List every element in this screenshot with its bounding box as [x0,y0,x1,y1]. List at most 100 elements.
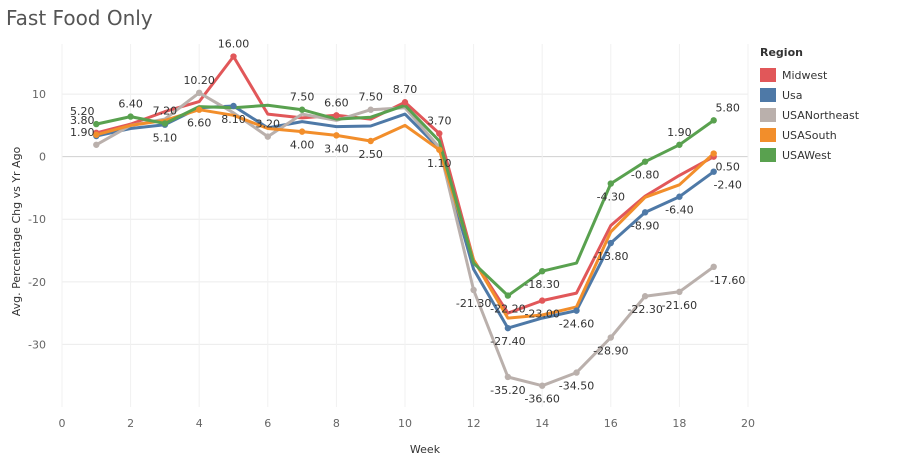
y-tick: 10 [32,88,46,101]
x-tick: 6 [264,417,271,430]
data-label-midwest: 3.70 [427,114,452,127]
data-label-usawest: -0.80 [631,169,659,182]
data-point-usa [504,324,512,332]
legend-item-usawest[interactable]: USAWest [760,145,859,165]
data-point-usasouth [333,132,340,139]
y-axis-title: Avg. Percentage Chg vs Yr Ago [10,146,23,316]
data-point-usawest [504,292,512,299]
legend-items: Midwest Usa USANortheast USASouth USAWest [760,65,859,165]
legend-swatch [760,68,776,82]
data-label-usanortheast: -28.90 [593,345,628,358]
y-tick: -20 [28,276,46,289]
y-tick-label: -30 [28,338,46,351]
data-label-usanortheast: 3.20 [256,118,281,131]
data-label-usanortheast: -21.30 [456,297,491,310]
data-label-usasouth: 6.60 [187,117,212,130]
data-label-usawest: 6.40 [118,98,143,111]
data-label-midwest: 3.80 [70,114,95,127]
data-point-usawest [710,117,717,124]
data-point-usanortheast [504,373,512,381]
data-point-usanortheast [607,334,614,341]
data-point-usa [230,102,237,110]
y-tick-label: -20 [28,276,46,289]
data-label-usa: -8.90 [631,219,659,232]
chart-title: Fast Food Only [6,6,153,30]
data-label-usasouth: 0.50 [715,161,740,174]
x-tick: 8 [333,417,340,430]
data-point-usanortheast [470,286,477,294]
data-label-usawest: 5.20 [70,105,95,118]
data-label-usawest: 5.80 [715,101,740,114]
data-point-usanortheast [641,293,649,300]
x-tick-label: 10 [398,417,412,430]
data-label-midwest: 16.00 [218,38,250,51]
data-point-usawest [161,120,169,127]
x-tick: 12 [467,417,481,430]
x-axis-title: Week [410,443,441,456]
y-tick-label: 10 [32,88,46,101]
data-label-usawest: -4.30 [597,191,625,204]
data-label-usa: 5.10 [153,132,178,145]
data-label-usawest: 7.50 [290,91,315,104]
data-label-usawest: -18.30 [524,278,559,291]
legend-label: Midwest [782,68,828,82]
x-tick-label: 4 [196,417,203,430]
data-point-usawest [93,120,100,128]
data-point-usanortheast [710,263,717,271]
data-label-usanortheast: -34.50 [559,380,594,393]
legend-item-usa[interactable]: Usa [760,85,859,105]
x-tick: 10 [398,417,412,430]
data-label-usanortheast: 10.20 [183,74,215,87]
data-label-usanortheast: -36.60 [524,393,559,406]
legend: Region Midwest Usa USANortheast USASouth USA… [760,46,859,165]
x-tick: 0 [59,417,66,430]
data-point-midwest [333,112,340,119]
data-point-usa [573,307,580,314]
x-tick-label: 8 [333,417,340,430]
data-labels: 3.80 16.00 6.60 8.70 3.70 -23.00 5.10 8.10 -27.4… [70,38,745,406]
data-point-usanortheast [573,369,580,376]
data-point-midwest [436,130,443,137]
y-tick-label: -10 [28,213,46,226]
x-tick-label: 0 [59,417,66,430]
data-label-midwest: 6.60 [324,96,349,109]
data-point-usasouth [298,128,306,135]
data-label-usanortheast: -22.30 [627,303,662,316]
legend-swatch [760,128,776,142]
data-point-usasouth [436,146,443,153]
legend-title: Region [760,46,803,59]
data-point-usawest [607,180,614,187]
data-label-midwest: -23.00 [524,308,559,321]
y-tick: -30 [28,338,46,351]
data-label-usa: -24.60 [559,318,594,331]
data-point-usasouth [367,137,374,145]
legend-item-midwest[interactable]: Midwest [760,65,859,85]
x-tick-label: 12 [467,417,481,430]
legend-label: Usa [782,88,803,102]
data-label-usasouth: 2.50 [358,148,383,161]
data-point-usawest [641,158,649,165]
data-label-midwest: 8.70 [393,83,418,96]
data-label-usanortheast: -35.20 [490,384,525,397]
data-label-usanortheast: 7.50 [358,91,383,104]
data-label-usa: -2.40 [713,179,741,192]
data-label-usawest: 7.20 [153,104,178,117]
data-point-usawest [127,113,134,120]
legend-swatch [760,88,776,102]
data-point-usa [710,168,717,175]
x-tick: 4 [196,417,203,430]
legend-item-usasouth[interactable]: USASouth [760,125,859,145]
legend-label: USAWest [782,148,832,162]
legend-item-usanortheast[interactable]: USANortheast [760,105,859,125]
axes: 10 0 -10 -20 -30 0 2 4 6 8 10 12 14 16 18 20 [28,88,755,430]
data-point-usasouth [93,131,100,138]
data-label-usanortheast: -17.60 [710,274,745,287]
x-tick: 2 [127,417,134,430]
data-label-usa: -27.40 [490,335,525,348]
data-point-midwest [539,297,546,304]
legend-label: USANortheast [782,108,860,122]
data-point-usanortheast [93,141,100,148]
x-tick: 20 [741,417,755,430]
y-tick: 0 [39,151,46,164]
